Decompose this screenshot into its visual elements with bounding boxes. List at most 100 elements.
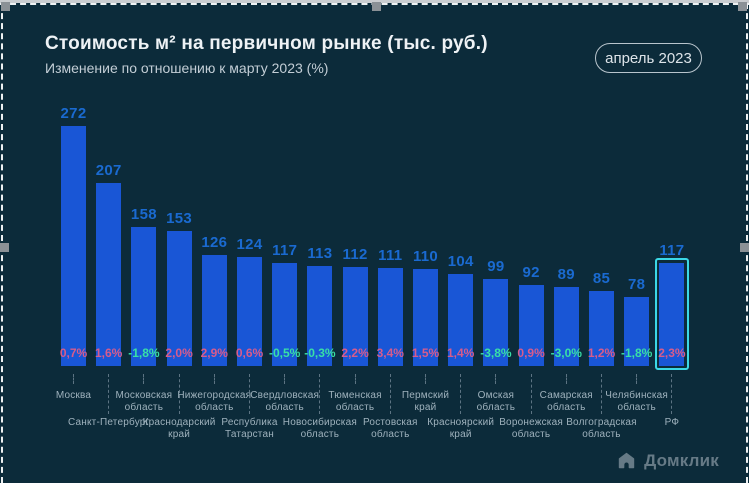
bar-value-label: 207	[95, 162, 122, 180]
bar-value-label: 78	[628, 276, 646, 294]
bar-change-label: 0,7%	[59, 346, 88, 360]
bar-value-label: 112	[342, 246, 368, 264]
bar-18	[659, 262, 685, 366]
bar-value-label: 92	[522, 263, 540, 281]
bar-change-label: 3,4%	[376, 346, 404, 360]
axis-tick	[249, 374, 250, 414]
bar-value-label: 89	[557, 266, 575, 284]
axis-tick	[495, 374, 497, 384]
bar-change-label: 1,6%	[95, 346, 123, 360]
axis-category-label: Свердловская область	[250, 390, 320, 413]
bar-value-label: 117	[272, 241, 298, 259]
bar-change-label: 1,4%	[447, 346, 475, 360]
selection-handle-left-middle[interactable]	[0, 243, 9, 252]
axis-tick	[213, 374, 215, 384]
bar-change-label: 2,9%	[200, 346, 228, 360]
axis-tick	[601, 374, 602, 414]
bar-8	[307, 266, 333, 366]
bar-change-label: -0,5%	[269, 346, 301, 360]
bar-value-label: 99	[487, 257, 505, 275]
axis-tick	[671, 374, 673, 414]
bar-7	[272, 262, 298, 366]
axis-tick	[425, 374, 426, 384]
axis-tick	[636, 374, 638, 384]
bar-change-label: -3,0%	[550, 346, 582, 360]
bar-change-label: 2,3%	[658, 346, 686, 360]
highlight-outline	[654, 258, 689, 371]
bar-value-label: 113	[307, 245, 333, 263]
bar-13	[483, 278, 509, 366]
axis-tick	[565, 374, 567, 384]
chart-card: Стоимость м² на первичном рынке (тыс. ру…	[0, 3, 749, 483]
bar-value-label: 111	[378, 247, 403, 265]
bar-11	[413, 268, 438, 366]
axis-category-label: Ростовская область	[363, 417, 418, 440]
axis-category-label: РФ	[664, 417, 680, 428]
bar-value-label: 85	[592, 270, 611, 287]
selection-handle-right-middle[interactable]	[740, 243, 749, 252]
axis-tick	[284, 374, 286, 384]
bar-4	[166, 231, 192, 366]
bar-15	[553, 287, 579, 366]
chart-subtitle: Изменение по отношению к марту 2023 (%)	[45, 60, 329, 76]
axis-tick	[143, 374, 145, 384]
axis-category-label: Москва	[55, 390, 92, 401]
selection-handle-top-center[interactable]	[372, 2, 381, 11]
axis-category-label: Новосибирская область	[282, 417, 357, 440]
axis-category-label: Самарская область	[539, 390, 593, 413]
selection-handle-top-right[interactable]	[738, 2, 747, 11]
bar-10	[377, 268, 403, 366]
bar-change-label: -3,8%	[480, 346, 512, 360]
bar-value-label: 104	[447, 253, 474, 271]
bar-value-label: 110	[412, 247, 439, 265]
bar-14	[518, 284, 544, 366]
axis-tick	[530, 374, 532, 414]
bar-6	[237, 256, 262, 366]
bar-value-label: 117	[659, 241, 685, 259]
chart-title: Стоимость м² на первичном рынке (тыс. ру…	[45, 33, 488, 54]
axis-category-label: Челябинская область	[605, 390, 669, 413]
bar-16	[589, 291, 614, 366]
axis-tick	[319, 374, 321, 414]
bar-change-label: 0,6%	[235, 346, 264, 360]
bar-value-label: 126	[201, 233, 228, 251]
period-badge: апрель 2023	[595, 43, 702, 73]
bar-3	[131, 226, 157, 366]
axis-tick	[73, 374, 74, 384]
bar-value-label: 272	[60, 105, 87, 122]
bar-value-label: 158	[130, 205, 157, 223]
bar-17	[624, 297, 650, 366]
bar-change-label: 1,5%	[411, 346, 440, 360]
bar-2	[96, 183, 122, 366]
bar-9	[342, 267, 368, 366]
bar-change-label: -1,8%	[128, 346, 160, 360]
bar-value-label: 153	[166, 210, 193, 227]
axis-category-label: Волгоградская область	[566, 417, 637, 440]
bar-12	[448, 274, 474, 366]
bar-5	[201, 254, 227, 366]
axis-category-label: Республика Татарстан	[221, 417, 278, 440]
axis-category-label: Пермский край	[401, 390, 450, 413]
axis-tick	[108, 374, 110, 414]
bar-change-label: -1,8%	[621, 346, 653, 360]
axis-category-label: Омская область	[476, 390, 516, 413]
bar-value-label: 124	[236, 235, 263, 253]
axis-tick	[389, 374, 391, 414]
axis-tick	[178, 374, 180, 414]
bar-1	[61, 126, 86, 366]
domclick-logo: Домклик	[616, 450, 719, 471]
bar-change-label: 2,2%	[341, 346, 369, 360]
bar-change-label: 2,0%	[165, 346, 193, 360]
house-icon	[616, 450, 637, 471]
bar-chart: 272 0,7% Москва 207 1,6% Санкт-Петербург 158 -1…	[0, 3, 749, 483]
bar-change-label: 0,9%	[517, 346, 545, 360]
axis-category-label: Московская область	[115, 390, 173, 413]
axis-category-label: Красноярский край	[427, 417, 495, 440]
axis-category-label: Воронежская область	[499, 417, 563, 440]
axis-category-label: Краснодарский край	[142, 417, 216, 440]
bar-change-label: 1,2%	[587, 346, 616, 360]
selection-handle-top-left[interactable]	[1, 2, 10, 11]
axis-category-label: Нижегородская область	[177, 390, 252, 413]
bar-change-label: -0,3%	[304, 346, 336, 360]
